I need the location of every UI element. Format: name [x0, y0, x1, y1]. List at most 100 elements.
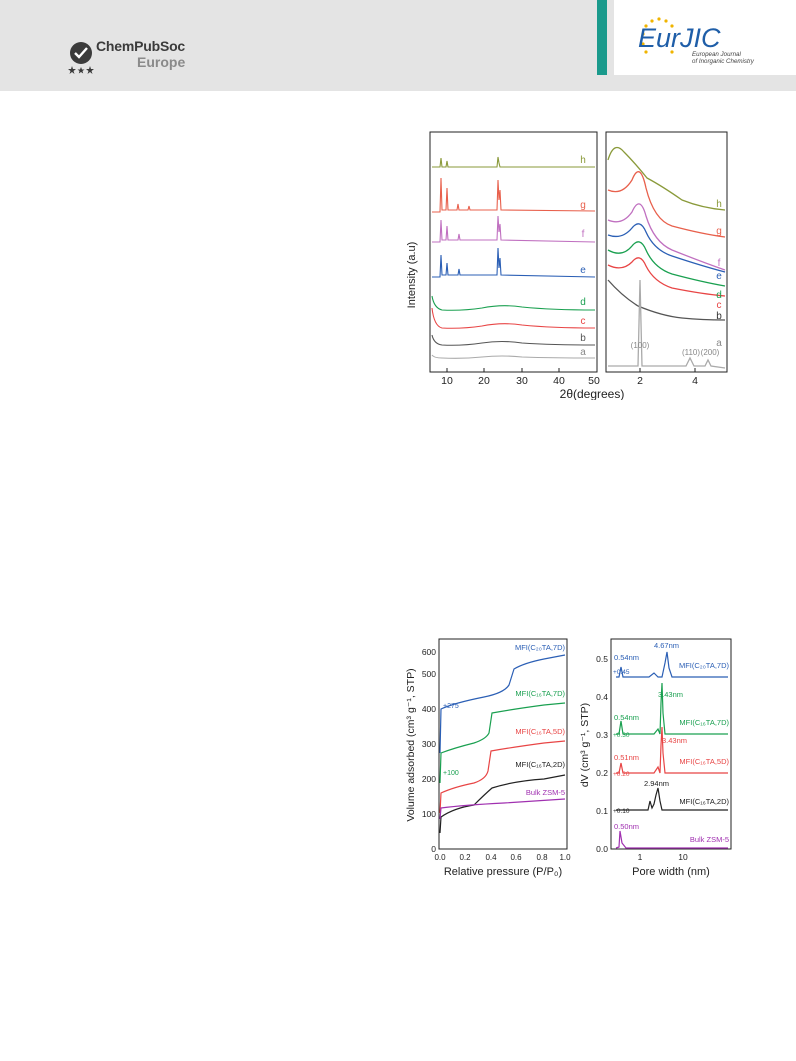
pore-xtick: 1: [638, 852, 643, 862]
publisher-name: ChemPubSoc: [96, 38, 186, 54]
xrd-xtick: 40: [553, 375, 565, 387]
pore-peak-051: 0.51nm: [614, 753, 639, 762]
xrd-curve-c-right: [607, 257, 726, 297]
xrd-xtick: 50: [588, 375, 600, 387]
iso-offset-275: +275: [443, 703, 459, 710]
pore-peak-054-c20: 0.54nm: [614, 653, 639, 662]
figure-isotherms: Volume adsorbed (cm³ g⁻¹, STP) 0 100 200…: [404, 633, 734, 885]
xrd-curve-f-left: [432, 215, 596, 243]
pore-label-c16-2d: MFI(C₁₆TA,2D): [679, 797, 729, 806]
iso-ytick: 0: [431, 844, 436, 854]
xrd-peak-100: (100): [631, 341, 650, 350]
pore-peak-054-c16: 0.54nm: [614, 713, 639, 722]
xrd-peak-110: (110): [682, 348, 700, 357]
iso-label-c16-5d: MFI(C₁₆TA,5D): [515, 727, 565, 736]
pore-frame: [610, 638, 732, 850]
xrd-label-e: e: [580, 265, 586, 276]
pore-peak-343-c16-7d: 3.43nm: [658, 690, 683, 699]
pore-offset-030: +0.30: [613, 732, 630, 739]
iso-offset-100: +100: [443, 770, 459, 777]
chempubsoc-emblem-icon: [68, 42, 94, 74]
xrd-xtick: 20: [478, 375, 490, 387]
iso-curve-c16-2d: [439, 774, 566, 834]
xrd-label-c: c: [581, 316, 586, 327]
iso-frame: [438, 638, 568, 850]
iso-curve-c20-7d: [439, 654, 566, 754]
xrd-curve-e-left: [432, 247, 596, 278]
xrd-xlabel: 2θ(degrees): [560, 387, 625, 400]
xrd-rlabel-c: c: [717, 300, 722, 311]
iso-ytick: 300: [422, 739, 436, 749]
xrd-peak-200: (200): [701, 348, 720, 357]
pore-curve-c20-7d: [616, 651, 728, 678]
pore-offset-020: +0.20: [613, 771, 630, 778]
xrd-rlabel-a: a: [716, 338, 722, 349]
xrd-rlabel-d: d: [716, 290, 722, 301]
xrd-curve-h-left: [432, 156, 595, 168]
publisher-region: Europe: [137, 54, 186, 70]
pore-curve-c16-5d: [616, 726, 728, 774]
iso-curve-c16-7d: [439, 702, 566, 784]
xrd-label-b: b: [580, 333, 586, 344]
xrd-curve-b-right: [607, 279, 726, 321]
xrd-rlabel-g: g: [716, 226, 722, 237]
pore-offset-010: +0.10: [613, 808, 630, 815]
pore-ylabel: dV (cm³ g⁻¹, STP): [579, 703, 591, 787]
iso-ytick: 100: [422, 809, 436, 819]
iso-ytick: 500: [422, 669, 436, 679]
xrd-rlabel-h: h: [716, 199, 722, 210]
pore-curve-c16-7d: [616, 682, 728, 735]
iso-label-bulk: Bulk ZSM-5: [526, 788, 565, 797]
iso-ytick: 400: [422, 704, 436, 714]
pore-ytick: 0.4: [596, 692, 608, 702]
xrd-curve-g-right: [607, 171, 726, 238]
page-header: ChemPubSoc Europe EurJIC European Journa…: [0, 0, 796, 91]
iso-xtick: 0.2: [459, 853, 471, 862]
pore-peak-294: 2.94nm: [644, 779, 669, 788]
xrd-xtick: 4: [692, 375, 698, 387]
iso-xtick: 0.0: [434, 853, 446, 862]
xrd-xtick: 2: [637, 375, 643, 387]
xrd-label-a: a: [580, 347, 586, 358]
iso-label-c20-7d: MFI(C₂₀TA,7D): [515, 643, 566, 652]
xrd-rlabel-b: b: [716, 311, 722, 322]
xrd-label-f: f: [582, 229, 585, 240]
journal-name-line2: of Inorganic Chemistry: [692, 58, 755, 65]
star-ring-icon: [641, 17, 674, 54]
xrd-curve-c-left: [431, 307, 596, 329]
xrd-curve-a-right: [608, 279, 726, 369]
xrd-curve-d-right: [607, 241, 726, 287]
iso-xtick: 1.0: [559, 853, 571, 862]
iso-label-c16-7d: MFI(C₁₆TA,7D): [515, 689, 565, 698]
pore-ytick: 0.2: [596, 768, 608, 778]
iso-xtick: 0.8: [536, 853, 548, 862]
iso-ytick: 600: [422, 647, 436, 657]
xrd-left-frame: [429, 131, 598, 373]
pore-ytick: 0.0: [596, 844, 608, 854]
iso-label-c16-2d: MFI(C₁₆TA,2D): [515, 760, 565, 769]
iso-ylabel: Volume adsorbed (cm³ g⁻¹, STP): [405, 668, 417, 821]
xrd-curve-f-right: [607, 203, 726, 271]
xrd-ylabel: Intensity (a.u): [406, 242, 418, 309]
xrd-curve-d-left: [431, 295, 596, 311]
xrd-xtick: 30: [516, 375, 528, 387]
xrd-right-frame: [605, 131, 728, 373]
pore-ytick: 0.5: [596, 654, 608, 664]
journal-abbrev: EurJIC: [638, 23, 721, 53]
pore-label-bulk: Bulk ZSM-5: [690, 835, 729, 844]
xrd-label-g: g: [580, 200, 586, 211]
iso-ytick: 200: [422, 774, 436, 784]
iso-curve-c16-5d: [439, 740, 566, 814]
pore-curve-c16-2d: [616, 787, 728, 811]
pore-curve-bulk: [615, 830, 728, 849]
pore-xlabel: Pore width (nm): [632, 866, 710, 878]
pore-label-c20-7d: MFI(C₂₀TA,7D): [679, 661, 730, 670]
xrd-xtick: 10: [441, 375, 453, 387]
accent-bar: [597, 0, 607, 75]
xrd-label-h: h: [580, 155, 586, 166]
pore-ytick: 0.3: [596, 730, 608, 740]
iso-xlabel: Relative pressure (P/P₀): [444, 866, 562, 878]
journal-name-line1: European Journal: [692, 51, 741, 58]
iso-xtick: 0.6: [510, 853, 522, 862]
iso-curve-bulk: [439, 798, 566, 820]
